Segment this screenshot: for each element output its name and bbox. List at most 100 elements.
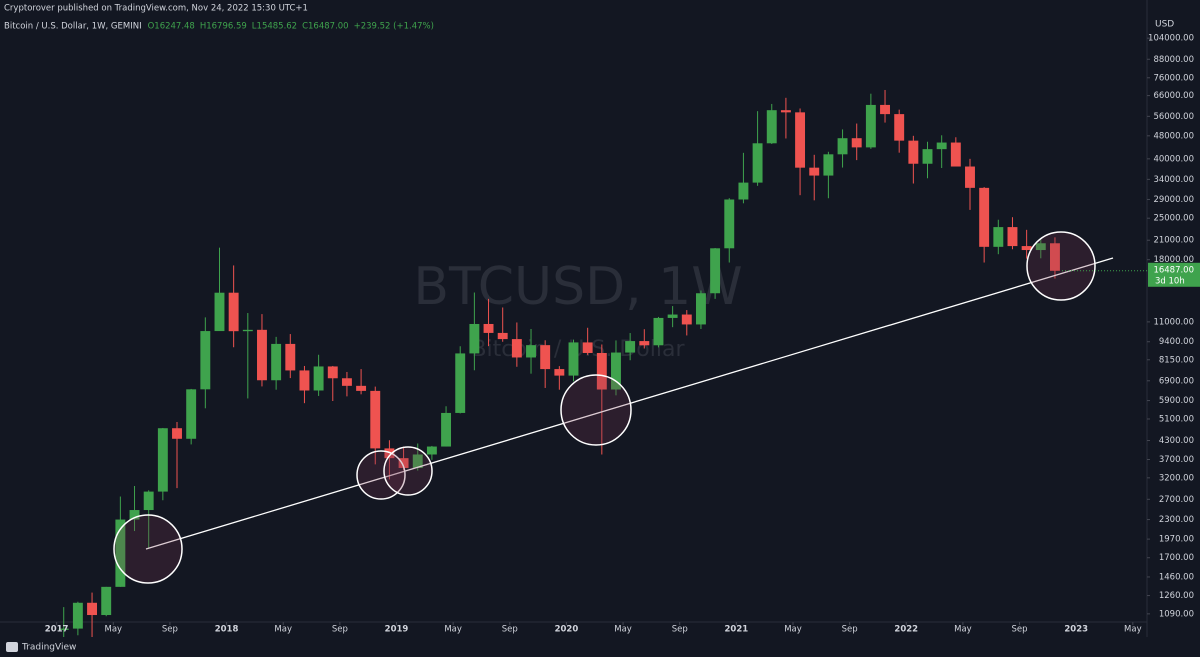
last-price-label: 16487.00 <box>1153 265 1194 275</box>
candle-body <box>87 602 97 616</box>
candle-body <box>426 446 437 455</box>
x-tick-label: May <box>274 625 292 635</box>
candle-body <box>710 248 721 294</box>
candle-body <box>936 142 947 150</box>
candle-body <box>540 345 551 370</box>
candle-body <box>115 519 126 587</box>
y-tick-label: 5900.00 <box>1159 396 1194 406</box>
y-tick-label: 8150.00 <box>1159 355 1194 365</box>
x-tick-label: Sep <box>672 625 688 635</box>
ohlc-value: H16796.59 <box>200 22 247 32</box>
y-tick-label: 2300.00 <box>1159 515 1194 525</box>
candles <box>58 89 1060 657</box>
x-tick-label: May <box>954 625 972 635</box>
footer-logo: TradingView <box>21 643 76 653</box>
y-tick-label: 29000.00 <box>1153 195 1194 205</box>
x-tick-label: 2018 <box>215 625 239 635</box>
candle-body <box>370 390 381 449</box>
candle-body <box>950 142 961 167</box>
candle-body <box>582 342 593 353</box>
annotations <box>113 231 1114 584</box>
y-tick-label: 5100.00 <box>1159 414 1194 424</box>
candle-body <box>965 166 975 188</box>
y-tick-label: 34000.00 <box>1153 175 1194 185</box>
y-tick-label: 2700.00 <box>1159 495 1194 505</box>
candle-body <box>837 138 848 155</box>
candle-body <box>228 292 239 332</box>
candle-body <box>625 341 636 353</box>
candle-body <box>667 314 678 318</box>
candle-body <box>327 366 338 379</box>
x-tick-label: May <box>614 625 632 635</box>
candle-body <box>72 602 83 629</box>
highlight-circle <box>356 450 406 500</box>
ohlc-value: +239.52 (+1.47%) <box>354 22 434 32</box>
candle-body <box>186 389 197 439</box>
x-tick-label: 2017 <box>45 625 69 635</box>
footer-bar <box>0 637 1200 657</box>
y-tick-label: 40000.00 <box>1153 154 1194 164</box>
candle-body <box>483 323 494 333</box>
y-tick-label: 3700.00 <box>1159 455 1194 465</box>
candle-body <box>455 353 466 413</box>
candle-body <box>1007 227 1018 247</box>
candle-body <box>809 167 820 176</box>
candle-body <box>639 341 650 346</box>
candle-body <box>356 385 367 391</box>
candle-body <box>1035 243 1046 251</box>
footer-icon <box>6 642 18 652</box>
candle-body <box>780 110 791 113</box>
candle-body <box>214 292 225 332</box>
candle-body <box>172 428 182 439</box>
candle-body <box>526 345 536 358</box>
candle-body <box>341 378 352 386</box>
x-tick-label: 2023 <box>1064 625 1088 635</box>
watermark-sub: Bitcoin / U.S. Dollar <box>471 337 685 362</box>
y-tick-label: 4300.00 <box>1159 436 1194 446</box>
y-tick-label: 88000.00 <box>1153 55 1194 65</box>
candle-body <box>823 154 834 176</box>
candle-body <box>568 342 579 376</box>
candle-body <box>752 143 763 183</box>
candle-body <box>101 586 112 616</box>
candle-body <box>865 104 876 148</box>
candle-body <box>497 332 508 340</box>
x-tick-label: 2019 <box>385 625 409 635</box>
x-tick-label: May <box>1124 625 1142 635</box>
ohlc-value: C16487.00 <box>302 22 349 32</box>
candle-body <box>200 331 211 390</box>
y-tick-label: 1460.00 <box>1159 572 1194 582</box>
y-tick-label: 6900.00 <box>1159 376 1194 386</box>
candle-body <box>1021 246 1032 251</box>
y-tick-label: 48000.00 <box>1153 131 1194 141</box>
highlight-circle <box>1026 231 1096 301</box>
x-tick-label: 2021 <box>725 625 749 635</box>
y-tick-label: 1260.00 <box>1159 591 1194 601</box>
y-tick-label: 9400.00 <box>1159 337 1194 347</box>
candle-body <box>851 138 862 148</box>
x-tick-label: May <box>784 625 802 635</box>
highlight-circle <box>383 446 433 496</box>
x-tick-label: May <box>444 625 462 635</box>
candle-body <box>412 454 423 468</box>
candle-body <box>384 448 395 459</box>
candle-body <box>880 104 890 115</box>
candle-body <box>398 458 409 468</box>
candle-body <box>469 323 480 354</box>
candle-body <box>285 343 296 371</box>
x-tick-label: 2022 <box>894 625 918 635</box>
ohlc-value: O16247.48 <box>148 22 195 32</box>
candle-body <box>441 412 452 447</box>
highlight-circle <box>113 514 183 584</box>
x-tick-label: May <box>104 625 122 635</box>
candle-body <box>313 366 324 391</box>
y-tick-label: 1970.00 <box>1159 535 1194 545</box>
candle-body <box>157 428 168 492</box>
candle-body <box>766 110 777 144</box>
candle-body <box>143 491 154 511</box>
candle-body <box>724 199 735 249</box>
y-tick-label: 1090.00 <box>1159 609 1194 619</box>
y-tick-label: 11000.00 <box>1153 317 1194 327</box>
candle-body <box>596 352 607 390</box>
y-tick-label: 21000.00 <box>1153 236 1194 246</box>
